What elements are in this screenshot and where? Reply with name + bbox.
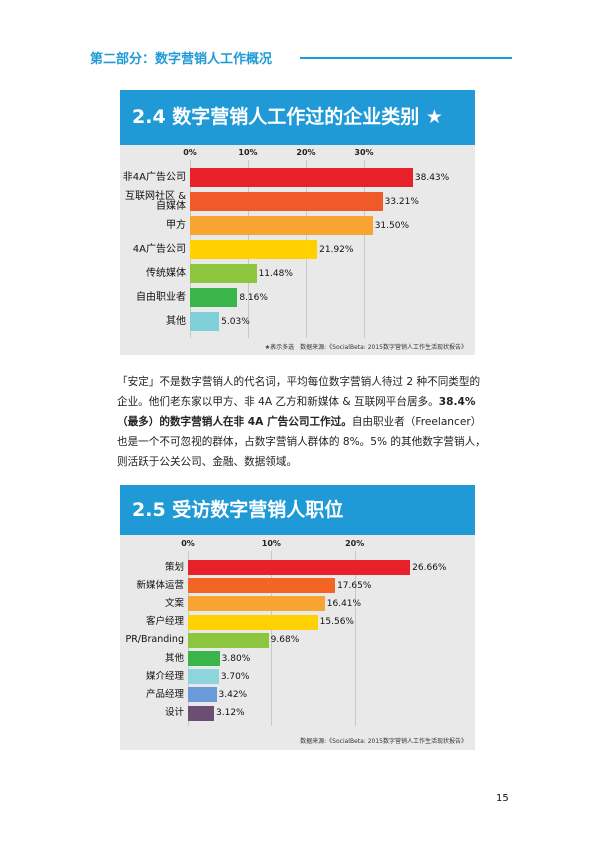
bar xyxy=(190,192,383,211)
category-label: 非4A广告公司 xyxy=(122,171,186,183)
category-label: 传统媒体 xyxy=(146,267,186,279)
grid-line xyxy=(354,551,356,726)
category-label: 互联网社区 & 自媒体 xyxy=(125,190,186,212)
category-label: 新媒体运营 xyxy=(136,579,184,591)
paragraph: 「安定」不是数字营销人的代名词，平均每位数字营销人待过 2 种不同类型的企业。他… xyxy=(117,372,487,472)
category-label: 客户经理 xyxy=(145,616,184,628)
x-tick-label: 10% xyxy=(238,148,258,157)
value-label: 16.41% xyxy=(326,598,362,609)
chart-title: 2.5 受访数字营销人职位 xyxy=(120,485,475,535)
paragraph-segment: 「安定」不是数字营销人的代名词，平均每位数字营销人待过 2 种不同类型的企业。他… xyxy=(117,376,481,408)
value-label: 3.42% xyxy=(218,689,248,700)
bar xyxy=(188,560,411,575)
bar xyxy=(190,288,238,307)
bar xyxy=(188,614,318,630)
x-tick-label: 10% xyxy=(261,539,281,548)
paragraph-segment: 自由职业者（Freelancer）也是一个不可忽视的群体，占数字营销人群体的 8… xyxy=(117,416,486,468)
bar xyxy=(190,264,257,283)
category-label: 自由职业者 xyxy=(136,291,186,303)
value-label: 33.21% xyxy=(384,196,419,207)
bar xyxy=(190,240,318,259)
value-label: 3.70% xyxy=(220,671,250,682)
bar xyxy=(188,651,220,666)
grid-line xyxy=(364,160,365,338)
bar xyxy=(188,669,219,685)
grid-line xyxy=(271,551,273,726)
bar xyxy=(190,312,220,331)
bar xyxy=(188,596,325,612)
bar xyxy=(188,578,336,594)
section-header: 第二部分：数字营销人工作概况 xyxy=(90,52,273,67)
category-label: 设计 xyxy=(164,707,184,719)
value-label: 15.56% xyxy=(319,617,354,628)
page-number: 15 xyxy=(496,793,509,804)
category-label: 策划 xyxy=(164,561,184,573)
chart-panel: 2.4 数字营销人工作过的企业类别 ★ 0% 10% 20% 30% 非4A广告公司 38.… xyxy=(120,90,475,355)
x-tick-label: 20% xyxy=(345,539,365,548)
source-note: ★表示多选 数据来源:《SocialBeta: 2015数字营销人工作生活现状报… xyxy=(264,344,467,351)
x-tick-label: 30% xyxy=(354,148,374,157)
category-label: 其他 xyxy=(164,652,184,664)
category-label: 产品经理 xyxy=(145,688,184,700)
chart-title: 2.4 数字营销人工作过的企业类别 ★ xyxy=(120,90,475,145)
bar xyxy=(190,168,413,187)
category-label: 其他 xyxy=(166,315,186,327)
x-tick-label: 0% xyxy=(183,148,197,157)
bar xyxy=(188,632,269,648)
value-label: 8.16% xyxy=(239,292,268,303)
x-tick-label: 0% xyxy=(181,539,195,548)
bar xyxy=(188,687,217,703)
category-label: PR/Branding xyxy=(125,634,184,646)
paragraph-segment: 38.4%（最多）的数字营销人在非 4A 广告公司工作过。 xyxy=(117,396,476,428)
x-tick-label: 20% xyxy=(296,148,316,157)
category-label: 4A广告公司 xyxy=(132,243,186,255)
value-label: 21.92% xyxy=(319,244,354,255)
category-label: 甲方 xyxy=(166,219,186,231)
chart-panel: 2.5 受访数字营销人职位 0% 10% 20% 策划 26.66% 新媒体运营 17.65%… xyxy=(120,485,475,750)
bar xyxy=(188,705,214,721)
value-label: 31.50% xyxy=(374,220,410,231)
value-label: 3.12% xyxy=(216,708,245,719)
value-label: 38.43% xyxy=(414,172,450,183)
value-label: 9.68% xyxy=(270,635,300,646)
value-label: 5.03% xyxy=(221,316,250,327)
source-note: 数据来源:《SocialBeta: 2015数字营销人工作生活现状报告》 xyxy=(300,738,467,745)
value-label: 17.65% xyxy=(337,580,372,591)
category-label: 文案 xyxy=(164,597,184,609)
bar xyxy=(190,216,373,235)
value-label: 11.48% xyxy=(258,268,293,279)
value-label: 26.66% xyxy=(412,562,447,573)
value-label: 3.80% xyxy=(221,653,251,664)
header-rule xyxy=(300,57,512,59)
category-label: 媒介经理 xyxy=(145,670,184,682)
